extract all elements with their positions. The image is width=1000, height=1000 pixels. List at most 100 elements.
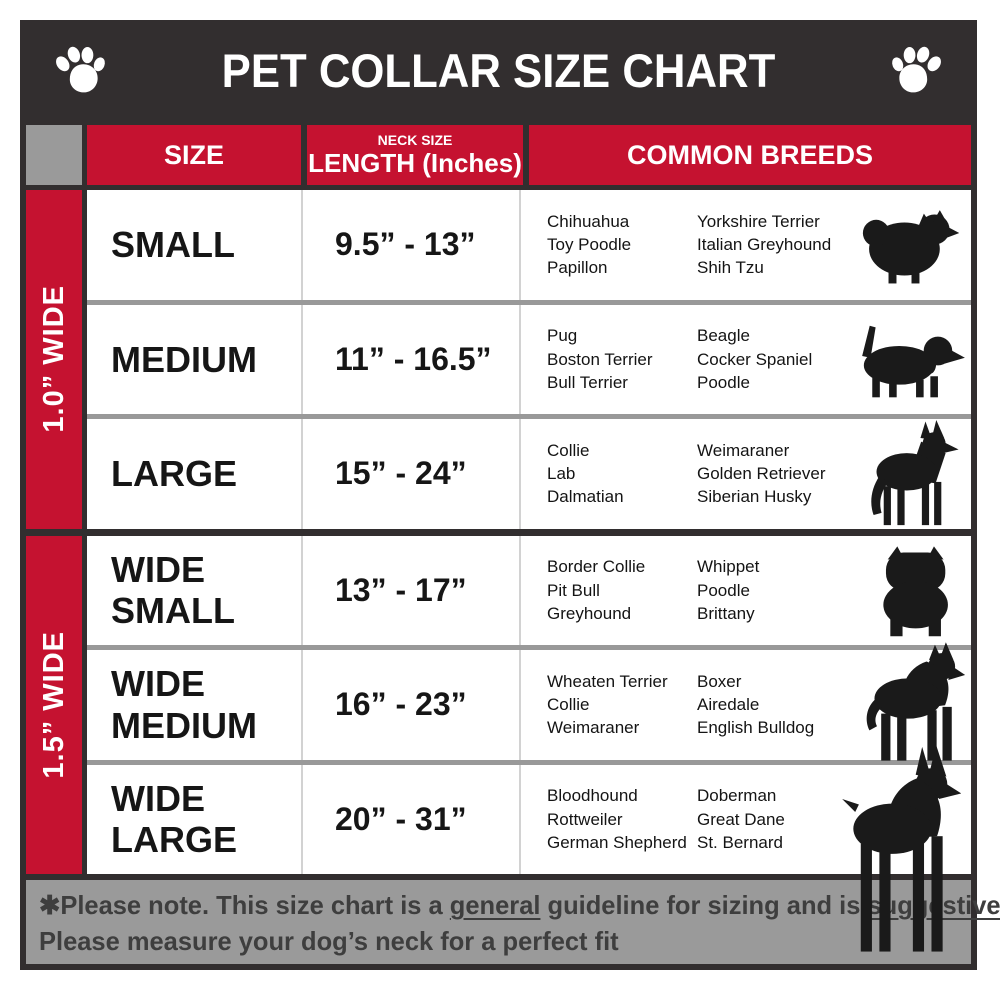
- size-chart-poster: PET COLLAR SIZE CHART SIZE NECK SIZE LEN…: [20, 20, 1000, 970]
- length-cell: 16” - 23”: [303, 650, 521, 760]
- width-group-1-inch: 1.0” WIDE SMALL 9.5” - 13” Chihuahua Toy…: [26, 190, 971, 529]
- breed-name: Siberian Husky: [697, 487, 812, 507]
- length-value: 11” - 16.5”: [335, 340, 492, 377]
- beagle-dog-icon: [847, 319, 965, 399]
- breed-name: English Bulldog: [697, 718, 815, 738]
- length-cell: 15” - 24”: [303, 419, 521, 529]
- breed-name: Airedale: [697, 695, 760, 715]
- table-row: SMALL 9.5” - 13” Chihuahua Toy Poodle Pa…: [87, 190, 971, 300]
- breeds-column-left: Collie Lab Dalmatian: [547, 439, 697, 509]
- length-cell: 11” - 16.5”: [303, 304, 521, 414]
- size-label: WIDE SMALL: [111, 548, 235, 632]
- breed-name: Collie: [547, 695, 590, 715]
- breed-name: Rottweiler: [547, 809, 623, 829]
- breed-name: Bull Terrier: [547, 372, 628, 392]
- length-value: 15” - 24”: [335, 455, 467, 492]
- size-cell: WIDE SMALL: [87, 535, 303, 645]
- breed-name: Beagle: [697, 326, 750, 346]
- breeds-column-left: Wheaten Terrier Collie Weimaraner: [547, 670, 697, 740]
- breed-name: Toy Poodle: [547, 235, 632, 255]
- breeds-cell: Chihuahua Toy Poodle Papillon Yorkshire …: [521, 190, 971, 300]
- table-header-row: SIZE NECK SIZE LENGTH (Inches) COMMON BR…: [26, 125, 971, 185]
- breed-name: Boxer: [697, 671, 742, 691]
- breeds-column-left: Chihuahua Toy Poodle Papillon: [547, 210, 697, 280]
- table-row: MEDIUM 11” - 16.5” Pug Boston Terrier Bu…: [87, 299, 971, 415]
- length-cell: 13” - 17”: [303, 535, 521, 645]
- group-label: 1.0” WIDE: [37, 285, 70, 434]
- breeds-column-left: Pug Boston Terrier Bull Terrier: [547, 324, 697, 394]
- table-row: WIDE SMALL 13” - 17” Border Collie Pit B…: [87, 535, 971, 646]
- breed-name: Whippet: [697, 557, 760, 577]
- bulldog-dog-icon: [872, 542, 959, 638]
- breed-name: Weimaraner: [697, 440, 790, 460]
- header-neck-size: NECK SIZE LENGTH (Inches): [307, 125, 523, 185]
- breeds-cell: Pug Boston Terrier Bull Terrier Beagle C…: [521, 305, 971, 415]
- breeds-column-right: Beagle Cocker Spaniel Poodle: [697, 324, 875, 394]
- breed-name: Wheaten Terrier: [547, 671, 668, 691]
- size-cell: SMALL: [87, 190, 303, 300]
- title-band: PET COLLAR SIZE CHART: [20, 20, 977, 120]
- breed-name: St. Bernard: [697, 832, 783, 852]
- breed-name: Pit Bull: [547, 580, 600, 600]
- group-label: 1.5” WIDE: [37, 630, 70, 779]
- table-row: WIDE MEDIUM 16” - 23” Wheaten Terrier Co…: [87, 642, 971, 761]
- note-underlined-word: general: [449, 890, 541, 920]
- size-cell: WIDE LARGE: [87, 764, 303, 874]
- group-sidebar: 1.0” WIDE: [26, 190, 82, 529]
- breed-name: Greyhound: [547, 603, 632, 623]
- breeds-column-right: Weimaraner Golden Retriever Siberian Hus…: [697, 439, 875, 509]
- breeds-cell: Collie Lab Dalmatian Weimaraner Golden R…: [521, 419, 971, 529]
- length-value: 16” - 23”: [335, 686, 467, 723]
- pitbull-dog-icon: [856, 638, 965, 764]
- breed-name: Doberman: [697, 786, 777, 806]
- breeds-cell: Border Collie Pit Bull Greyhound Whippet…: [521, 536, 971, 646]
- length-cell: 20” - 31”: [303, 764, 521, 874]
- breed-name: Shih Tzu: [697, 258, 764, 278]
- breed-name: Border Collie: [547, 557, 646, 577]
- length-value: 20” - 31”: [335, 800, 467, 837]
- breeds-column-right: Yorkshire Terrier Italian Greyhound Shih…: [697, 210, 875, 280]
- size-label: WIDE MEDIUM: [111, 663, 257, 746]
- breed-name: Bloodhound: [547, 786, 638, 806]
- breed-name: German Shepherd: [547, 832, 687, 852]
- group-sidebar: 1.5” WIDE: [26, 535, 82, 874]
- group-rows: WIDE SMALL 13” - 17” Border Collie Pit B…: [87, 535, 971, 952]
- breed-name: Chihuahua: [547, 211, 630, 231]
- page-title: PET COLLAR SIZE CHART: [221, 43, 776, 97]
- table-row: LARGE 15” - 24” Collie Lab Dalmatian Wei…: [87, 414, 971, 529]
- header-neck-size-main: LENGTH (Inches): [308, 147, 522, 178]
- breed-name: Brittany: [697, 603, 755, 623]
- note-text: ✱Please note. This size chart is a: [39, 890, 450, 920]
- footer-note: ✱Please note. This size chart is a gener…: [26, 880, 1000, 964]
- breed-name: Papillon: [547, 258, 608, 278]
- breed-name: Dalmatian: [547, 487, 624, 507]
- size-label: SMALL: [111, 224, 235, 266]
- paw-print-icon: [887, 39, 949, 101]
- breed-name: Weimaraner: [547, 718, 640, 738]
- shepherd-dog-icon: [865, 419, 959, 528]
- breeds-column-right: Whippet Poodle Brittany: [697, 555, 875, 625]
- breeds-column-right: Boxer Airedale English Bulldog: [697, 670, 875, 740]
- breeds-column-left: Border Collie Pit Bull Greyhound: [547, 555, 697, 625]
- length-cell: 9.5” - 13”: [303, 190, 521, 300]
- size-label: MEDIUM: [111, 338, 257, 380]
- breed-name: Poodle: [697, 580, 750, 600]
- breed-name: Pug: [547, 326, 578, 346]
- breed-name: Italian Greyhound: [697, 235, 832, 255]
- breed-name: Poodle: [697, 372, 750, 392]
- length-value: 13” - 17”: [335, 571, 467, 608]
- header-corner-cell: [26, 125, 82, 185]
- breed-name: Golden Retriever: [697, 464, 826, 484]
- breeds-cell: Bloodhound Rottweiler German Shepherd Do…: [521, 744, 971, 952]
- doberman-dog-icon: [831, 744, 961, 959]
- note-text: guideline for sizing and is: [540, 890, 868, 920]
- header-common-breeds: COMMON BREEDS: [529, 125, 971, 185]
- breed-name: Yorkshire Terrier: [697, 211, 820, 231]
- length-value: 9.5” - 13”: [335, 226, 476, 263]
- width-group-1-5-inch: 1.5” WIDE WIDE SMALL 13” - 17” Border Co…: [26, 535, 971, 952]
- size-label: WIDE LARGE: [111, 777, 237, 861]
- breed-name: Boston Terrier: [547, 349, 653, 369]
- breed-name: Cocker Spaniel: [697, 349, 813, 369]
- table-row: WIDE LARGE 20” - 31” Bloodhound Rottweil…: [87, 744, 971, 952]
- pomeranian-dog-icon: [862, 203, 959, 287]
